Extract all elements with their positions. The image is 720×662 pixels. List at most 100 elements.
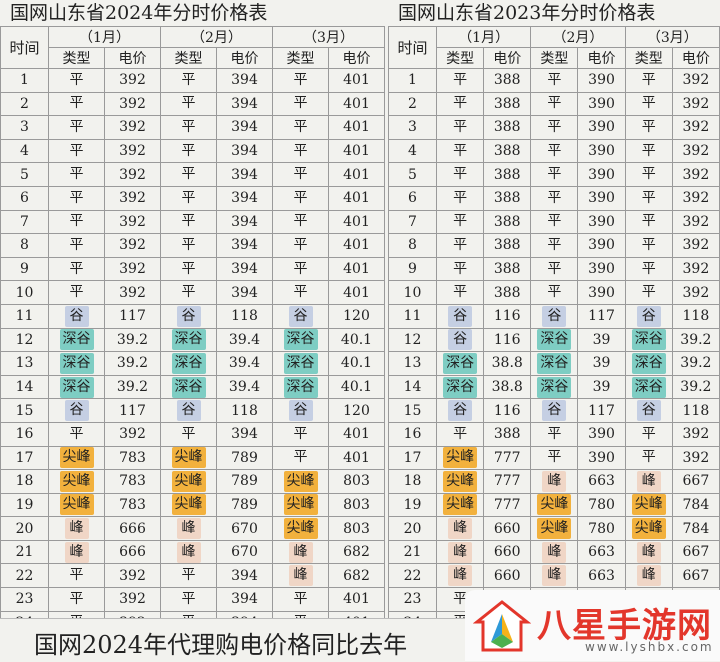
type-cell: 平 — [48, 209, 105, 235]
type-cell: 平 — [624, 91, 673, 117]
type-cell: 峰 — [160, 539, 217, 565]
rate-type-label: 平 — [69, 95, 84, 112]
price-cell: 120 — [328, 303, 385, 329]
hour-cell: 15 — [0, 398, 49, 423]
price-cell: 39.2 — [104, 374, 161, 400]
price-cell: 780 — [577, 492, 626, 518]
type-cell: 深谷 — [48, 374, 105, 400]
rate-type-label: 尖峰 — [171, 470, 206, 492]
hour-cell: 5 — [0, 162, 49, 187]
rate-type-label: 平 — [69, 590, 84, 607]
rate-type-label: 深谷 — [171, 376, 206, 398]
rate-type-label: 平 — [293, 425, 308, 442]
price-cell: 388 — [483, 162, 532, 187]
hour-cell: 9 — [0, 256, 49, 282]
price-cell: 666 — [104, 516, 161, 541]
type-header: 类型 — [160, 47, 217, 69]
type-cell: 深谷 — [624, 327, 673, 353]
price-cell: 394 — [216, 91, 273, 117]
type-cell: 峰 — [435, 516, 485, 541]
hour-cell: 1 — [0, 68, 49, 93]
type-cell: 峰 — [624, 563, 673, 589]
rate-type-label: 平 — [181, 166, 196, 183]
rate-type-label: 尖峰 — [171, 494, 206, 516]
price-cell: 789 — [216, 469, 273, 494]
price-cell: 401 — [328, 587, 385, 612]
price-cell: 392 — [671, 209, 720, 235]
price-cell: 392 — [104, 587, 161, 612]
table-row: 2 平 388 平 390 平 392 — [388, 91, 720, 117]
rate-type-label: 平 — [547, 425, 562, 442]
price-header: 电价 — [577, 47, 626, 69]
price-cell: 401 — [328, 162, 385, 187]
type-cell: 尖峰 — [624, 492, 673, 518]
type-cell: 平 — [624, 162, 673, 187]
price-cell: 40.1 — [328, 351, 385, 376]
rate-type-label: 平 — [293, 95, 308, 112]
price-cell: 39.2 — [104, 327, 161, 353]
rate-type-label: 谷 — [636, 305, 661, 327]
rate-type-label: 深谷 — [283, 352, 318, 374]
rate-type-label: 峰 — [448, 565, 473, 587]
rate-type-label: 平 — [181, 590, 196, 607]
rate-type-label: 平 — [547, 118, 562, 135]
rate-type-label: 尖峰 — [631, 494, 666, 516]
price-cell: 394 — [216, 233, 273, 258]
rate-type-label: 尖峰 — [283, 518, 318, 540]
rate-type-label: 深谷 — [537, 352, 572, 374]
price-cell: 40.1 — [328, 327, 385, 353]
type-header: 类型 — [272, 47, 329, 69]
hour-cell: 12 — [0, 327, 49, 353]
table-row: 10 平 388 平 390 平 392 — [388, 280, 720, 305]
price-cell: 392 — [671, 91, 720, 117]
rate-type-label: 平 — [69, 189, 84, 206]
type-cell: 平 — [160, 421, 217, 447]
rate-type-label: 峰 — [64, 518, 89, 540]
type-cell: 尖峰 — [435, 469, 485, 494]
hour-cell: 18 — [388, 469, 437, 494]
price-cell: 388 — [483, 256, 532, 282]
price-cell: 392 — [104, 162, 161, 187]
table-row: 21 峰 666 峰 670 峰 682 — [0, 539, 385, 565]
hour-cell: 13 — [0, 351, 49, 376]
rate-type-label: 平 — [293, 284, 308, 301]
price-cell: 39.2 — [671, 374, 720, 400]
type-cell: 平 — [530, 115, 579, 140]
site-logo[interactable]: 八星手游网 www.lyshbx.com — [465, 590, 720, 661]
type-cell: 峰 — [530, 563, 579, 589]
type-cell: 谷 — [48, 303, 105, 329]
price-cell: 390 — [577, 68, 626, 93]
table-body: 1 平 392 平 394 平 401 2 平 392 平 394 平 401 3 平 392 平 394 平 401 4… — [0, 68, 385, 636]
price-cell: 120 — [328, 398, 385, 423]
type-cell: 深谷 — [160, 351, 217, 376]
rate-type-label: 尖峰 — [631, 518, 666, 540]
rate-type-label: 平 — [453, 166, 468, 183]
rate-type-label: 平 — [69, 236, 84, 253]
table-row: 22 峰 660 峰 663 峰 667 — [388, 563, 720, 589]
rate-type-label: 平 — [181, 236, 196, 253]
type-cell: 平 — [435, 280, 485, 305]
price-cell: 388 — [483, 209, 532, 235]
rate-type-label: 平 — [641, 189, 656, 206]
price-header: 电价 — [328, 47, 385, 69]
price-cell: 39 — [577, 327, 626, 353]
type-cell: 深谷 — [48, 327, 105, 353]
type-cell: 峰 — [160, 516, 217, 541]
type-cell: 谷 — [160, 303, 217, 329]
type-cell: 平 — [272, 162, 329, 187]
type-cell: 平 — [160, 162, 217, 187]
price-cell: 390 — [577, 138, 626, 164]
type-cell: 平 — [624, 233, 673, 258]
price-cell: 660 — [483, 539, 532, 565]
table-row: 18 尖峰 777 峰 663 峰 667 — [388, 469, 720, 494]
rate-type-label: 谷 — [448, 329, 473, 351]
month-header: （1月） — [435, 26, 532, 48]
type-cell: 平 — [48, 185, 105, 211]
table-row: 18 尖峰 783 尖峰 789 尖峰 803 — [0, 469, 385, 494]
rate-type-label: 尖峰 — [537, 494, 572, 516]
logo-url: www.lyshbx.com — [585, 640, 714, 654]
type-cell: 尖峰 — [624, 516, 673, 541]
price-cell: 401 — [328, 209, 385, 235]
rate-type-label: 尖峰 — [537, 518, 572, 540]
rate-type-label: 峰 — [542, 470, 567, 492]
